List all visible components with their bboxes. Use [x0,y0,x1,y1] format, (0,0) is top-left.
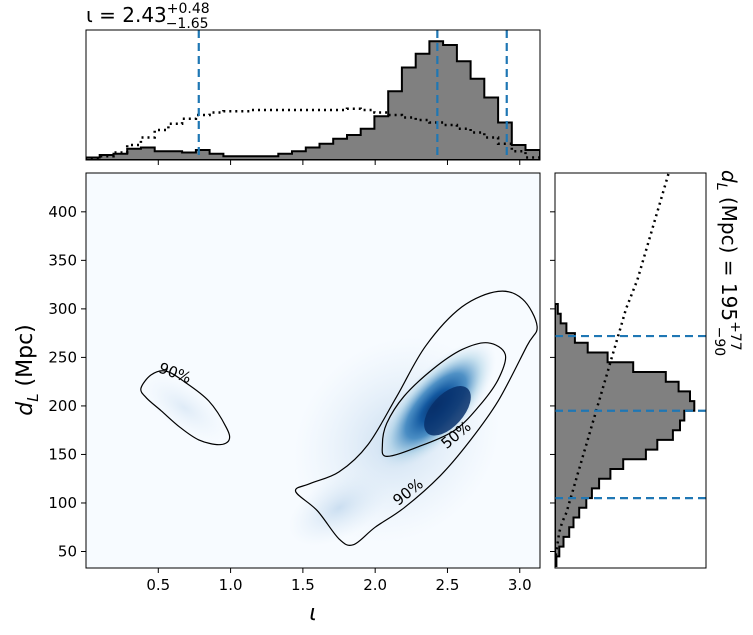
density-halo-small [141,373,228,442]
y-axis-label: dL (Mpc) [13,324,42,416]
right-prior-histogram [555,173,670,562]
right-title-sub: −90 [711,327,727,357]
top-posterior-histogram [86,40,540,160]
contour-90-main [294,290,538,546]
right-title-var-sub: L [713,183,729,191]
right-title-sup: +77 [727,321,743,351]
top-prior-histogram [86,107,540,160]
y-tick-label: 300 [48,300,77,318]
top-marginal-xticks [157,160,521,165]
joint-yticks: 50 100 150 200 250 300 350 400 [48,203,86,561]
top-marginal-border [85,29,541,161]
right-marginal-yticks [550,211,555,553]
right-marginal-title: dL (Mpc) = 195+77−90 [711,170,743,356]
y-label-rest: (Mpc) [13,324,38,393]
right-marginal-border [554,172,707,569]
y-tick-label: 200 [48,397,77,415]
y-tick-label: 50 [58,543,77,561]
x-tick-label: 0.5 [146,576,170,594]
contour-90-small [140,370,231,446]
right-marginal-panel: dL (Mpc) = 195+77−90 [550,170,743,569]
top-marginal-panel: ι = 2.43+0.48 −1.65 [85,1,541,165]
x-tick-label: 3.0 [508,576,532,594]
y-tick-label: 100 [48,494,77,512]
y-tick-label: 150 [48,445,77,463]
contour-50 [381,342,507,458]
right-title-rest: (Mpc) = 195 [717,191,741,322]
top-marginal-title: ι = 2.43+0.48 −1.65 [86,1,210,32]
joint-xticks: 0.5 1.0 1.5 2.0 2.5 3.0 [146,568,532,594]
x-axis-label: ι [309,601,316,626]
y-tick-label: 250 [48,348,77,366]
y-label-var: d [13,401,38,416]
joint-panel: 90%50%90% 0.5 1.0 1.5 2.0 2.5 3.0 50100150200… [13,172,541,626]
density-peak [424,386,471,436]
y-tick-label: 400 [48,203,77,221]
joint-border [85,172,541,569]
top-title-sub: −1.65 [166,16,209,32]
right-posterior-histogram [555,302,696,568]
right-title-var: d [717,170,741,183]
density-halo-tail [289,469,389,546]
x-tick-label: 1.5 [291,576,315,594]
top-title-main: ι = 2.43 [86,3,167,27]
x-tick-label: 2.5 [436,576,460,594]
x-tick-label: 2.0 [363,576,387,594]
top-title-sup: +0.48 [167,1,210,17]
y-label-sub: L [24,393,42,401]
x-tick-label: 1.0 [219,576,243,594]
y-tick-label: 350 [48,251,77,269]
